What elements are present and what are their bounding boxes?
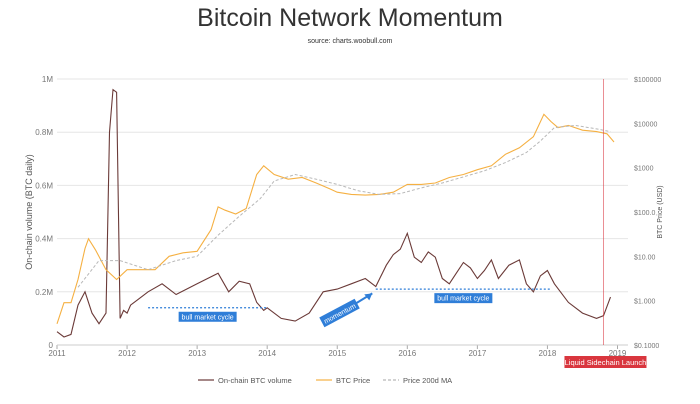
series-line-price-200d-ma bbox=[77, 124, 611, 288]
y-left-tick-label: 0 bbox=[49, 341, 54, 350]
chart-title: Bitcoin Network Momentum bbox=[197, 4, 503, 32]
x-tick-label: 2017 bbox=[468, 349, 486, 358]
legend-label: BTC Price bbox=[336, 376, 370, 385]
y-right-tick-label: $100000 bbox=[634, 77, 661, 84]
x-tick-label: 2011 bbox=[48, 349, 66, 358]
y-right-tick-label: $10000 bbox=[634, 121, 657, 128]
sidechain-label-box bbox=[564, 356, 647, 368]
x-tick-label: 2019 bbox=[609, 349, 627, 358]
bull-market-label-box bbox=[434, 293, 493, 304]
x-tick-label: 2014 bbox=[258, 349, 276, 358]
y-left-tick-label: 0.4M bbox=[35, 235, 53, 244]
y-right-tick-label: $10.00 bbox=[634, 254, 656, 261]
y-left-tick-label: 0.6M bbox=[35, 181, 53, 190]
x-tick-label: 2012 bbox=[118, 349, 136, 358]
momentum-label-box bbox=[319, 298, 360, 328]
series-line-on-chain-btc-volume bbox=[56, 88, 612, 338]
y-left-tick-label: 1M bbox=[42, 75, 53, 84]
x-tick-label: 2013 bbox=[188, 349, 206, 358]
legend-label: Price 200d MA bbox=[403, 376, 452, 385]
y-right-axis-title: BTC Price (USD) bbox=[657, 185, 664, 238]
y-right-tick-label: $0.1000 bbox=[634, 343, 659, 350]
y-left-tick-label: 0.2M bbox=[35, 288, 53, 297]
series-line-btc-price bbox=[56, 113, 615, 324]
momentum-arrowhead bbox=[364, 293, 373, 301]
momentum-label-group: momentum bbox=[319, 298, 360, 328]
x-tick-label: 2016 bbox=[398, 349, 416, 358]
bull-market-label-box bbox=[178, 311, 237, 322]
x-tick-label: 2018 bbox=[539, 349, 557, 358]
y-left-tick-label: 0.8M bbox=[35, 128, 53, 137]
y-right-tick-label: $100.0 bbox=[634, 210, 656, 217]
bull-market-label: bull market cycle bbox=[437, 296, 489, 303]
y-right-tick-label: $1000 bbox=[634, 166, 654, 173]
chart-subtitle: source: charts.woobull.com bbox=[307, 38, 393, 45]
legend-label: On-chain BTC volume bbox=[218, 376, 292, 385]
sidechain-launch-label: Liquid Sidechain Launch bbox=[565, 358, 647, 367]
y-right-tick-label: $1.000 bbox=[634, 299, 656, 306]
x-tick-label: 2015 bbox=[328, 349, 346, 358]
y-left-axis-title: On-chain volume (BTC daily) bbox=[24, 154, 34, 270]
bull-market-label: bull market cycle bbox=[182, 314, 234, 321]
